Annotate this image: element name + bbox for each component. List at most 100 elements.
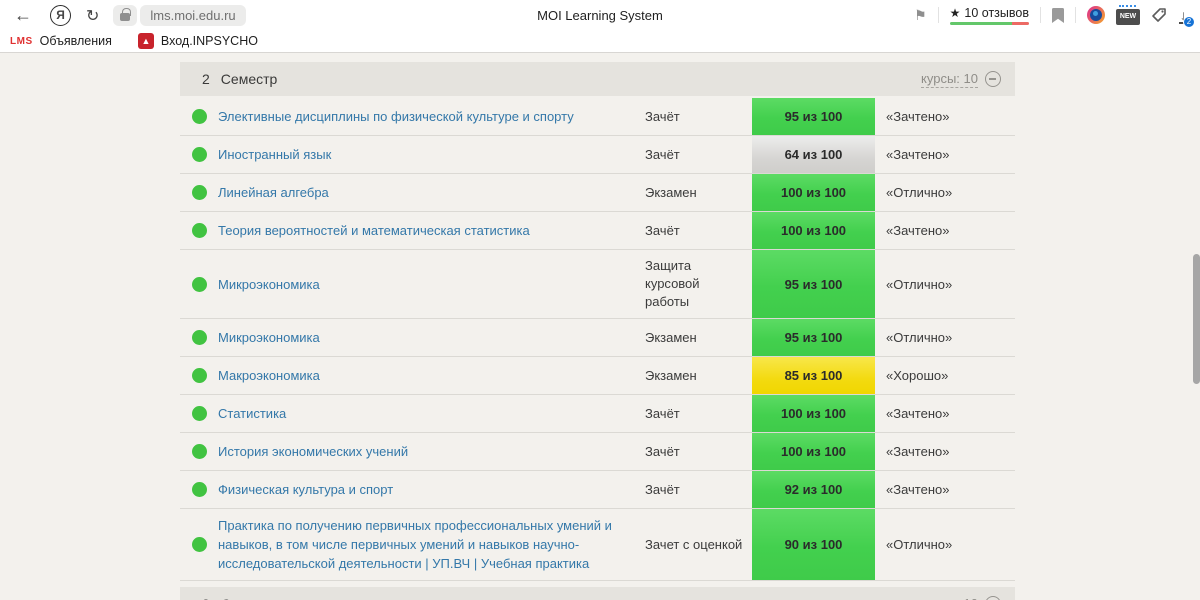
- expand-icon[interactable]: [985, 596, 1001, 600]
- lms-favicon: LMS: [10, 35, 33, 47]
- semester-title: 3 Семестр: [202, 596, 277, 600]
- vertical-scrollbar-thumb[interactable]: [1193, 254, 1200, 384]
- course-link[interactable]: Микроэкономика: [218, 276, 320, 292]
- bookmarks-bar: LMS Объявления ▲ Вход.INPSYCHO: [0, 30, 1200, 52]
- semester-2-toggle[interactable]: курсы: 10: [921, 71, 1001, 88]
- status-cell: [180, 395, 218, 432]
- course-cell: Линейная алгебра: [218, 174, 645, 211]
- bookmark-item-announcements[interactable]: LMS Объявления: [10, 34, 112, 48]
- grades-section: 2 Семестр курсы: 10 Элективные дисциплин…: [180, 62, 1015, 600]
- assessment-type: Зачёт: [645, 443, 680, 459]
- course-link[interactable]: История экономических учений: [218, 444, 409, 459]
- courses-count: курсы: 10: [921, 70, 978, 88]
- grade-text: «Зачтено»: [886, 109, 950, 124]
- grade-text: «Зачтено»: [886, 223, 950, 238]
- semester-3-header: 3 Семестр курсы: 10: [180, 587, 1015, 600]
- course-link[interactable]: Линейная алгебра: [218, 185, 329, 200]
- course-link[interactable]: Статистика: [218, 406, 287, 421]
- status-dot-icon: [191, 406, 207, 421]
- toolbar-right-icons: ⚑ ★ 10 отзывов NEW ↓ 2: [914, 4, 1195, 28]
- grade-text: «Зачтено»: [886, 444, 950, 459]
- score-badge: 95 из 100: [752, 98, 875, 135]
- status-cell: [180, 174, 218, 211]
- grade-text: «Отлично»: [886, 276, 953, 292]
- grade-text: «Зачтено»: [886, 406, 950, 421]
- table-row: Физическая культура и спорт Зачёт 92 из …: [180, 471, 1015, 509]
- divider: [1075, 7, 1076, 23]
- collections-icon[interactable]: [1151, 7, 1168, 23]
- course-cell: Микроэкономика: [218, 319, 645, 356]
- inpsycho-favicon: ▲: [137, 33, 154, 49]
- status-dot-icon: [191, 276, 207, 292]
- course-cell: Статистика: [218, 395, 645, 432]
- status-cell: [180, 433, 218, 470]
- semester-number: 3: [202, 596, 210, 600]
- bookmark-icon[interactable]: [1052, 7, 1064, 23]
- course-cell: Теория вероятностей и математическая ста…: [218, 212, 645, 249]
- course-link[interactable]: Элективные дисциплины по физической куль…: [218, 109, 574, 124]
- grade-text: «Зачтено»: [886, 147, 950, 162]
- star-icon: ★: [949, 5, 961, 20]
- status-dot-icon: [191, 368, 207, 383]
- assessment-type: Зачёт: [645, 146, 680, 162]
- status-dot-icon: [191, 109, 207, 124]
- semester-3-toggle[interactable]: курсы: 10: [921, 596, 1001, 600]
- bookmark-item-inpsycho[interactable]: ▲ Вход.INPSYCHO: [137, 33, 258, 49]
- table-row: Макроэкономика Экзамен 85 из 100 «Хорошо…: [180, 357, 1015, 395]
- yandex-logo-button[interactable]: Я: [50, 4, 71, 26]
- collapse-icon[interactable]: [985, 71, 1001, 87]
- semester-2-header: 2 Семестр курсы: 10: [180, 62, 1015, 96]
- score-badge: 100 из 100: [752, 395, 875, 432]
- page-content: 2 Семестр курсы: 10 Элективные дисциплин…: [0, 54, 1200, 600]
- assessment-type: Экзамен: [645, 367, 697, 383]
- status-dot-icon: [191, 537, 207, 552]
- course-cell: Иностранный язык: [218, 136, 645, 173]
- reviews-label: 10 отзывов: [964, 5, 1029, 20]
- status-dot-icon: [191, 482, 207, 497]
- table-row: Элективные дисциплины по физической куль…: [180, 98, 1015, 136]
- status-dot-icon: [191, 185, 207, 200]
- back-button[interactable]: ←: [14, 4, 32, 25]
- address-bar[interactable]: lms.moi.edu.ru: [140, 4, 246, 26]
- browser-chrome: ← Я ↻ lms.moi.edu.ru MOI Learning System…: [0, 0, 1200, 53]
- grade-text: «Хорошо»: [886, 368, 949, 383]
- score-badge: 95 из 100: [752, 319, 875, 356]
- new-releases-icon[interactable]: NEW: [1116, 4, 1140, 25]
- downloads-button[interactable]: ↓ 2: [1179, 8, 1195, 28]
- site-security-button[interactable]: [113, 4, 138, 26]
- score-badge: 90 из 100: [752, 509, 875, 580]
- course-link[interactable]: Физическая культура и спорт: [218, 482, 394, 497]
- browser-toolbar: ← Я ↻ lms.moi.edu.ru MOI Learning System…: [0, 0, 1200, 30]
- course-link[interactable]: Теория вероятностей и математическая ста…: [218, 223, 530, 238]
- protect-icon[interactable]: ⚑: [914, 6, 927, 23]
- semester-title: 2 Семестр: [202, 71, 277, 87]
- course-cell: Микроэкономика: [218, 250, 645, 318]
- course-link[interactable]: Макроэкономика: [218, 368, 320, 383]
- extension-icon[interactable]: [1087, 6, 1105, 24]
- status-cell: [180, 319, 218, 356]
- assessment-type: Зачёт: [645, 405, 680, 421]
- status-dot-icon: [191, 223, 207, 238]
- site-reviews-button[interactable]: ★ 10 отзывов: [949, 5, 1029, 25]
- assessment-type: Экзамен: [645, 329, 697, 345]
- download-count-badge: 2: [1183, 15, 1195, 28]
- grade-text: «Отлично»: [886, 185, 953, 200]
- assessment-type: Зачёт: [645, 222, 680, 238]
- table-row: Теория вероятностей и математическая ста…: [180, 212, 1015, 250]
- score-badge: 100 из 100: [752, 212, 875, 249]
- status-cell: [180, 136, 218, 173]
- lock-icon: [120, 8, 131, 21]
- semester-number: 2: [202, 71, 210, 87]
- refresh-button[interactable]: ↻: [86, 5, 100, 25]
- course-link[interactable]: Иностранный язык: [218, 147, 332, 162]
- score-badge: 64 из 100: [752, 136, 875, 173]
- table-row: Практика по получению первичных професси…: [180, 509, 1015, 581]
- courses-count: курсы: 10: [921, 596, 978, 600]
- table-row: Статистика Зачёт 100 из 100 «Зачтено»: [180, 395, 1015, 433]
- table-row: Микроэкономика Защита курсовой работы 95…: [180, 250, 1015, 319]
- course-cell: Практика по получению первичных професси…: [218, 509, 645, 580]
- table-row: Иностранный язык Зачёт 64 из 100 «Зачтен…: [180, 136, 1015, 174]
- assessment-type: Зачёт: [645, 108, 680, 124]
- course-link[interactable]: Микроэкономика: [218, 330, 320, 345]
- course-link[interactable]: Практика по получению первичных професси…: [218, 518, 612, 571]
